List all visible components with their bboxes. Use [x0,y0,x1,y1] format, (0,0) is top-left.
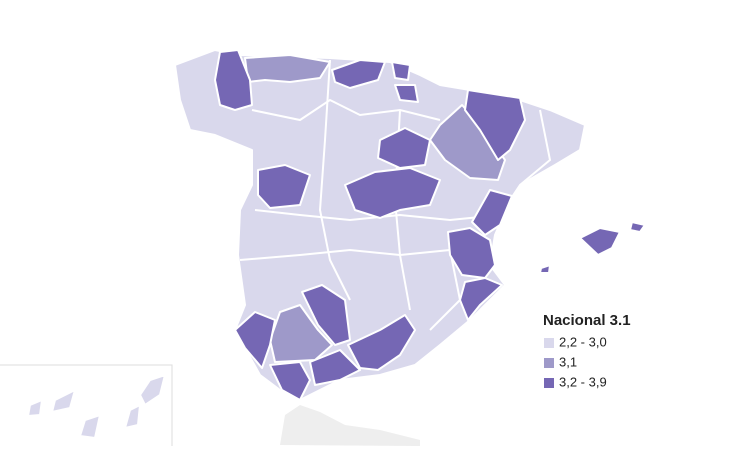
province [244,54,331,83]
province [214,49,253,111]
legend-title: Nacional 3.1 [543,312,631,329]
province [377,127,431,169]
border [318,59,351,301]
provinces [174,49,646,401]
africa [280,405,420,446]
province [391,61,411,81]
province [301,284,351,346]
province [27,399,43,417]
province [257,164,311,209]
province [447,227,496,279]
province [347,314,416,371]
province [331,59,386,89]
province [139,374,166,406]
province [344,167,441,219]
province [394,84,419,103]
province [539,264,551,274]
canary-islands [27,374,166,439]
province [459,277,503,321]
province [51,389,76,413]
legend-swatch [544,358,554,368]
legend-label: 3,2 - 3,9 [559,374,607,389]
legend-swatch [544,338,554,348]
province [629,221,646,233]
province [464,89,526,161]
legend-label: 2,2 - 3,0 [559,334,607,349]
province [309,349,361,386]
province [234,311,276,369]
border [251,98,441,122]
legend-swatch [544,378,554,388]
legend: Nacional 3.1 2,2 - 3,0 3,1 3,2 - 3,9 [543,312,631,389]
province [79,414,101,439]
province [471,189,513,236]
province [579,227,621,256]
legend-label: 3,1 [559,354,577,369]
inset-frame [0,364,173,446]
province [124,404,141,429]
province [269,361,311,401]
border [254,209,501,222]
border [519,109,552,186]
border [239,248,451,261]
